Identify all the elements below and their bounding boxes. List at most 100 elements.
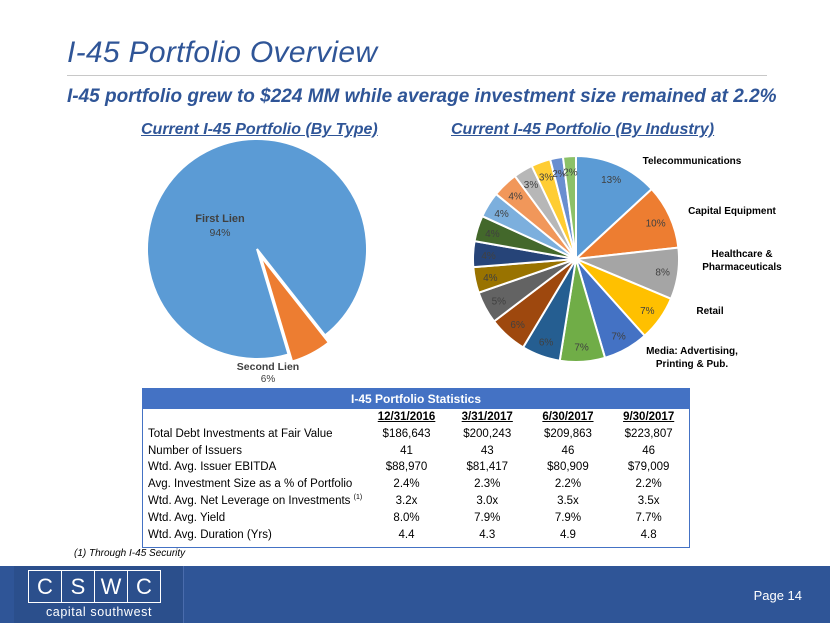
slice-value-label: 2%	[563, 168, 578, 179]
logo-wordmark: capital southwest	[45, 605, 153, 619]
table-cell: 8.0%	[393, 511, 420, 524]
table-row: Avg. Investment Size as a % of Portfolio…	[143, 476, 689, 493]
table-row: Wtd. Avg. Issuer EBITDA $88,970 $81,417 …	[143, 459, 689, 476]
table-cell: 3.5x	[557, 494, 579, 507]
slice-value-label: 10%	[646, 219, 666, 230]
table-cell: 41	[400, 444, 413, 457]
table-cell: 3.0x	[476, 494, 499, 507]
industry-category-label: Media: Advertising,	[646, 346, 738, 357]
slice-value-label: 7%	[611, 332, 626, 343]
table-row: Number of Issuers 41 43 46 46	[143, 443, 689, 460]
second-lien-category-label: Second Lien	[237, 361, 299, 373]
footnote-marker: (1)	[353, 494, 363, 502]
logo-letter: C	[28, 570, 62, 603]
slice-value-label: 4%	[508, 192, 523, 203]
table-cell: 2.2%	[554, 478, 582, 491]
portfolio-by-type-pie-chart: First Lien 94% 6%Second Lien	[146, 138, 368, 385]
table-cell: 7.9%	[554, 511, 582, 524]
slice-value-label: 6%	[510, 320, 525, 331]
table-row: Total Debt Investments at Fair Value $18…	[143, 426, 689, 443]
pie-slice-segment-18	[561, 154, 577, 260]
slice-value-label: 6%	[261, 374, 276, 385]
table-row: Wtd. Avg. Net Leverage on Investments (1…	[143, 493, 689, 510]
slice-value-label: 5%	[492, 296, 507, 307]
company-logo: C S W C capital southwest	[14, 566, 184, 623]
slice-value-label: 6%	[539, 337, 554, 348]
pie-slice-second-lien	[259, 255, 331, 363]
industry-category-label: Telecommunications	[643, 156, 742, 167]
table-cell: 7.9%	[474, 511, 501, 524]
table-cell: 2.3%	[474, 478, 501, 491]
footnote: (1) Through I-45 Security	[74, 548, 186, 559]
column-header: 12/31/2016	[377, 411, 436, 423]
title-divider	[67, 75, 767, 76]
column-header-blank	[143, 409, 366, 426]
table-cell: 46	[561, 444, 575, 457]
table-cell: 4.4	[398, 528, 415, 541]
type-chart-title: Current I-45 Portfolio (By Type)	[141, 121, 378, 138]
table-row: Wtd. Avg. Duration (Yrs) 4.4 4.3 4.9 4.8	[143, 527, 689, 544]
logo-letter: W	[94, 570, 128, 603]
slice-value-label: 2%	[552, 169, 567, 180]
slice-value-label: 3%	[539, 173, 554, 184]
industry-category-label: Capital Equipment	[688, 206, 776, 217]
logo-letter: S	[61, 570, 95, 603]
row-label: Number of Issuers	[148, 444, 242, 457]
slice-value-label: 7%	[574, 342, 589, 353]
table-cell: $223,807	[624, 427, 673, 440]
page-subtitle: I-45 portfolio grew to $224 MM while ave…	[67, 86, 777, 107]
table-cell: 4.3	[479, 528, 496, 541]
row-label: Wtd. Avg. Net Leverage on Investments (1…	[143, 493, 366, 510]
slice-value-label: 3%	[524, 180, 539, 191]
slice-category-label: First Lien	[195, 213, 245, 225]
pie-slice-first-lien	[146, 138, 368, 360]
table-cell: 2.4%	[393, 478, 420, 491]
statistics-column-headers: 12/31/2016 3/31/2017 6/30/2017 9/30/2017	[143, 409, 689, 426]
table-cell: $186,643	[382, 427, 431, 440]
row-label: Wtd. Avg. Issuer EBITDA	[148, 461, 277, 474]
logo-letter: C	[127, 570, 161, 603]
industry-category-label: Printing & Pub.	[656, 359, 728, 370]
table-cell: $200,243	[463, 427, 512, 440]
column-header: 3/31/2017	[461, 411, 513, 423]
table-cell: $80,909	[547, 461, 589, 474]
portfolio-by-industry-pie-chart: 13%10%8%7%7%7%6%6%5%4%4%4%4%4%3%3%2%2%Te…	[472, 154, 782, 370]
statistics-table-header: I-45 Portfolio Statistics	[143, 389, 689, 409]
table-cell: 2.2%	[635, 478, 662, 491]
table-cell: $79,009	[627, 461, 670, 474]
logo-letters: C S W C	[28, 570, 161, 603]
slice-value-label: 13%	[601, 175, 621, 186]
table-cell: 7.7%	[635, 511, 662, 524]
row-label: Total Debt Investments at Fair Value	[148, 427, 333, 440]
slice-value-label: 4%	[485, 229, 500, 240]
pie-slice-telecommunications	[575, 154, 654, 262]
slice-value-label: 7%	[640, 306, 655, 317]
row-label: Avg. Investment Size as a % of Portfolio	[148, 478, 353, 491]
page-title: I-45 Portfolio Overview	[67, 36, 378, 69]
column-header: 9/30/2017	[623, 411, 675, 423]
industry-category-label: Healthcare &	[711, 249, 772, 260]
table-cell: 3.5x	[637, 494, 660, 507]
slice-value-label: 4%	[481, 251, 496, 262]
table-cell: 3.2x	[395, 494, 418, 507]
slice-value-label: 4%	[483, 273, 498, 284]
column-header: 6/30/2017	[542, 411, 594, 423]
table-cell: 4.8	[640, 528, 657, 541]
page-number: Page 14	[753, 588, 802, 603]
industry-category-label: Pharmaceuticals	[702, 262, 782, 273]
table-cell: 46	[642, 444, 656, 457]
row-label: Wtd. Avg. Duration (Yrs)	[148, 528, 272, 541]
slice-value-label: 8%	[655, 267, 670, 278]
table-cell: $81,417	[466, 461, 509, 474]
table-cell: $209,863	[543, 427, 592, 440]
industry-category-label: Retail	[696, 306, 723, 317]
portfolio-statistics-table: I-45 Portfolio Statistics 12/31/2016 3/3…	[142, 388, 690, 548]
table-cell: $88,970	[385, 461, 428, 474]
industry-chart-title: Current I-45 Portfolio (By Industry)	[451, 121, 715, 138]
table-cell: 43	[480, 444, 494, 457]
slice-value-label: 4%	[494, 209, 509, 220]
table-row: Wtd. Avg. Yield 8.0% 7.9% 7.9% 7.7%	[143, 510, 689, 527]
table-cell: 4.9	[559, 528, 576, 541]
row-label-text: Wtd. Avg. Net Leverage on Investments	[148, 494, 351, 507]
row-label: Wtd. Avg. Yield	[148, 511, 226, 524]
